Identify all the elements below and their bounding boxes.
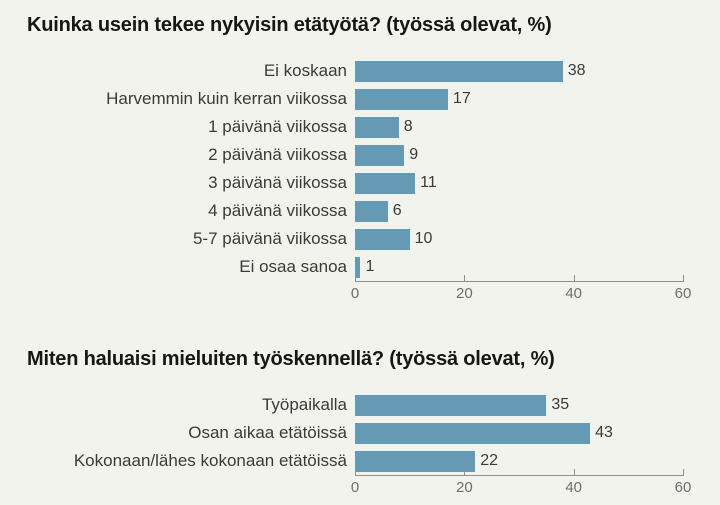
value-label: 17 xyxy=(452,90,471,107)
axis-tick-label: 20 xyxy=(455,285,473,302)
bar-row: 4 päivänä viikossa 6 xyxy=(27,197,720,225)
bar-plot-area: 9 xyxy=(355,141,695,169)
bar-plot-area: 10 xyxy=(355,225,695,253)
chart-title-frequency: Kuinka usein tekee nykyisin etätyötä? (t… xyxy=(27,14,552,36)
category-label: Työpaikalla xyxy=(261,395,347,414)
category-label: Ei osaa sanoa xyxy=(239,257,347,276)
axis-tick-label: 0 xyxy=(350,285,360,302)
axis-line xyxy=(355,475,684,476)
x-axis-frequency: 0 20 40 60 xyxy=(351,275,695,307)
category-label: 2 päivänä viikossa xyxy=(208,145,347,164)
bar xyxy=(355,88,448,110)
bar xyxy=(355,422,591,444)
bar-row: 2 päivänä viikossa 9 xyxy=(27,141,720,169)
axis-line xyxy=(355,281,684,282)
bar xyxy=(355,116,399,138)
axis-tick xyxy=(573,469,575,475)
bar-plot-area: 17 xyxy=(355,85,695,113)
value-label: 11 xyxy=(420,174,437,191)
x-axis-preference: 0 20 40 60 xyxy=(351,469,695,501)
value-label: 22 xyxy=(480,452,499,469)
axis-tick xyxy=(683,275,684,281)
category-label: Osan aikaa etätöissä xyxy=(188,423,347,442)
value-label: 1 xyxy=(365,258,375,275)
bar-row: Harvemmin kuin kerran viikossa 17 xyxy=(27,85,720,113)
value-label: 43 xyxy=(595,424,613,441)
bar-plot-area: 6 xyxy=(355,197,695,225)
bar xyxy=(355,172,416,194)
chart-title-preference: Miten haluaisi mieluiten työskennellä? (… xyxy=(27,348,555,370)
bar-rows-frequency: Ei koskaan 38 Harvemmin kuin kerran viikos… xyxy=(27,57,720,281)
axis-tick xyxy=(683,469,684,475)
axis-tick xyxy=(573,275,575,281)
axis-tick xyxy=(355,469,356,475)
chart-work-preference: Miten haluaisi mieluiten työskennellä? (… xyxy=(27,346,720,501)
bar-rows-preference: Työpaikalla 35 Osan aikaa etätöissä 43 Kokon… xyxy=(27,391,720,475)
bar xyxy=(355,60,563,82)
axis-tick-label: 40 xyxy=(565,285,582,302)
axis-tick-label: 60 xyxy=(674,479,692,496)
bar-row: Työpaikalla 35 xyxy=(27,391,720,419)
value-label: 8 xyxy=(403,118,413,135)
axis-tick-label: 20 xyxy=(455,479,473,496)
axis-tick xyxy=(464,275,466,281)
bar xyxy=(355,394,547,416)
bar-plot-area: 1 xyxy=(355,253,695,281)
bar-plot-area: 38 xyxy=(355,57,695,85)
bar xyxy=(355,256,361,278)
bar xyxy=(355,228,410,250)
value-label: 10 xyxy=(414,230,433,247)
bar-plot-area: 43 xyxy=(355,419,695,447)
value-label: 6 xyxy=(392,202,402,219)
bar xyxy=(355,450,476,472)
axis-tick-label: 40 xyxy=(565,479,582,496)
category-label: Kokonaan/lähes kokonaan etätöissä xyxy=(73,451,347,470)
bar-row: Ei koskaan 38 xyxy=(27,57,720,85)
bar xyxy=(355,200,388,222)
bar xyxy=(355,144,405,166)
bar-row: 5-7 päivänä viikossa 10 xyxy=(27,225,720,253)
value-label: 35 xyxy=(551,396,570,413)
value-label: 38 xyxy=(567,62,586,79)
bar-row: 3 päivänä viikossa 11 xyxy=(27,169,720,197)
bar-plot-area: 35 xyxy=(355,391,695,419)
category-label: Harvemmin kuin kerran viikossa xyxy=(106,89,347,108)
axis-tick-label: 60 xyxy=(674,285,692,302)
chart-remote-work-frequency: Kuinka usein tekee nykyisin etätyötä? (t… xyxy=(27,12,720,307)
bar-row: 1 päivänä viikossa 8 xyxy=(27,113,720,141)
category-label: 4 päivänä viikossa xyxy=(208,201,347,220)
bar-plot-area: 8 xyxy=(355,113,695,141)
axis-tick xyxy=(355,275,356,281)
bar-row: Kokonaan/lähes kokonaan etätöissä 22 xyxy=(27,447,720,475)
bar-row: Osan aikaa etätöissä 43 xyxy=(27,419,720,447)
bar-plot-area: 11 xyxy=(355,169,695,197)
bar-plot-area: 22 xyxy=(355,447,695,475)
category-label: 3 päivänä viikossa xyxy=(208,173,347,192)
category-label: 1 päivänä viikossa xyxy=(208,117,347,136)
value-label: 9 xyxy=(409,146,419,163)
category-label: 5-7 päivänä viikossa xyxy=(192,229,347,248)
axis-tick xyxy=(464,469,466,475)
axis-tick-label: 0 xyxy=(350,479,360,496)
bar-row: Ei osaa sanoa 1 xyxy=(27,253,720,281)
category-label: Ei koskaan xyxy=(263,61,347,80)
